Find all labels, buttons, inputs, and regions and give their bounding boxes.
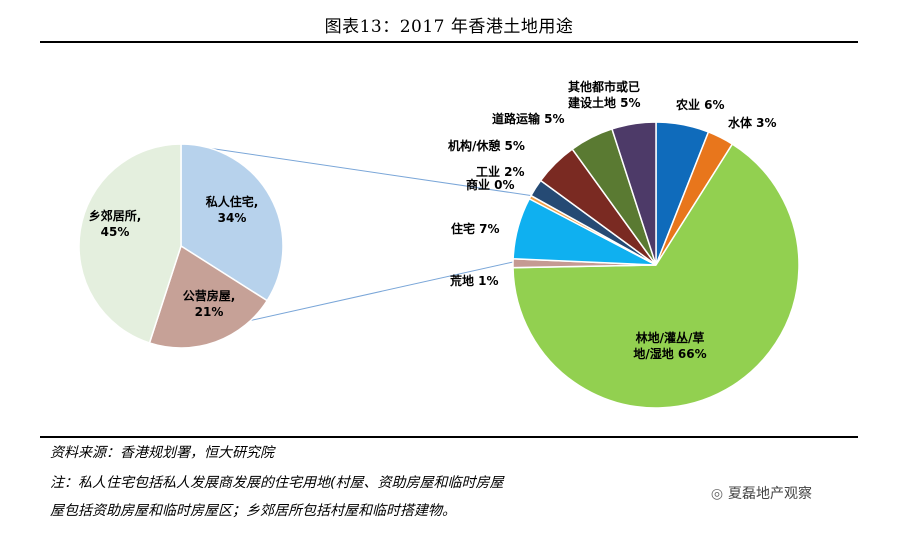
source-note: 资料来源：香港规划署，恒大研究院 [50, 445, 274, 461]
slice-label: 商业 0% [466, 177, 515, 192]
land-use-pie [512, 121, 800, 409]
slice-label: 农业 6% [675, 97, 725, 112]
pie-slice [512, 143, 800, 409]
footnote-line-2: 屋包括资助房屋和临时房屋区；乡郊居所包括村屋和临时搭建物。 [50, 503, 456, 519]
slice-label: 其他都市或已建设土地 5% [567, 79, 641, 110]
wechat-icon: ◎ [710, 486, 724, 502]
top-rule [40, 41, 858, 43]
connector-line [180, 143, 535, 197]
slice-label: 机构/休憩 5% [448, 138, 525, 153]
slice-label: 道路运输 5% [492, 111, 565, 126]
footnote-line-1: 注：私人住宅包括私人发展商发展的住宅用地(村屋、资助房屋和临时房屋 [50, 475, 504, 491]
slice-label: 私人住宅, 34% [205, 194, 259, 225]
watermark-text: 夏磊地产观察 [728, 486, 812, 502]
bottom-rule [40, 436, 858, 438]
pie-slice [148, 244, 269, 349]
slice-label: 水体 3% [728, 115, 777, 130]
slice-label: 住宅 7% [451, 221, 500, 236]
pie-slice [611, 121, 657, 266]
chart-title: 图表13：2017 年香港土地用途 [324, 17, 574, 37]
residential-breakdown-pie [78, 143, 284, 349]
left-pie-labels: 私人住宅, 34% 公营房屋, 21% 乡郊居所, 45% [89, 194, 259, 319]
right-pie-labels: 农业 6%水体 3% 林地/灌丛/草地/湿地 66% 荒地 1% 住宅 7% 商业 0%… [448, 79, 777, 361]
slice-label: 荒地 1% [449, 273, 499, 288]
slice-label: 林地/灌丛/草地/湿地 66% [633, 330, 706, 361]
watermark: ◎ 夏磊地产观察 [702, 482, 816, 504]
slice-label: 工业 2% [476, 164, 525, 179]
slice-label: 公营房屋, 21% [183, 288, 236, 319]
slice-label: 乡郊居所, 45% [89, 208, 142, 239]
pie-slice [78, 143, 182, 344]
